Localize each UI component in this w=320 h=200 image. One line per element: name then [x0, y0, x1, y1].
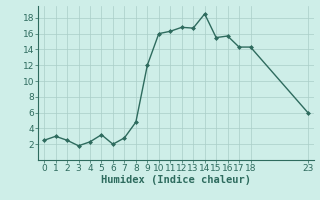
X-axis label: Humidex (Indice chaleur): Humidex (Indice chaleur)	[101, 175, 251, 185]
